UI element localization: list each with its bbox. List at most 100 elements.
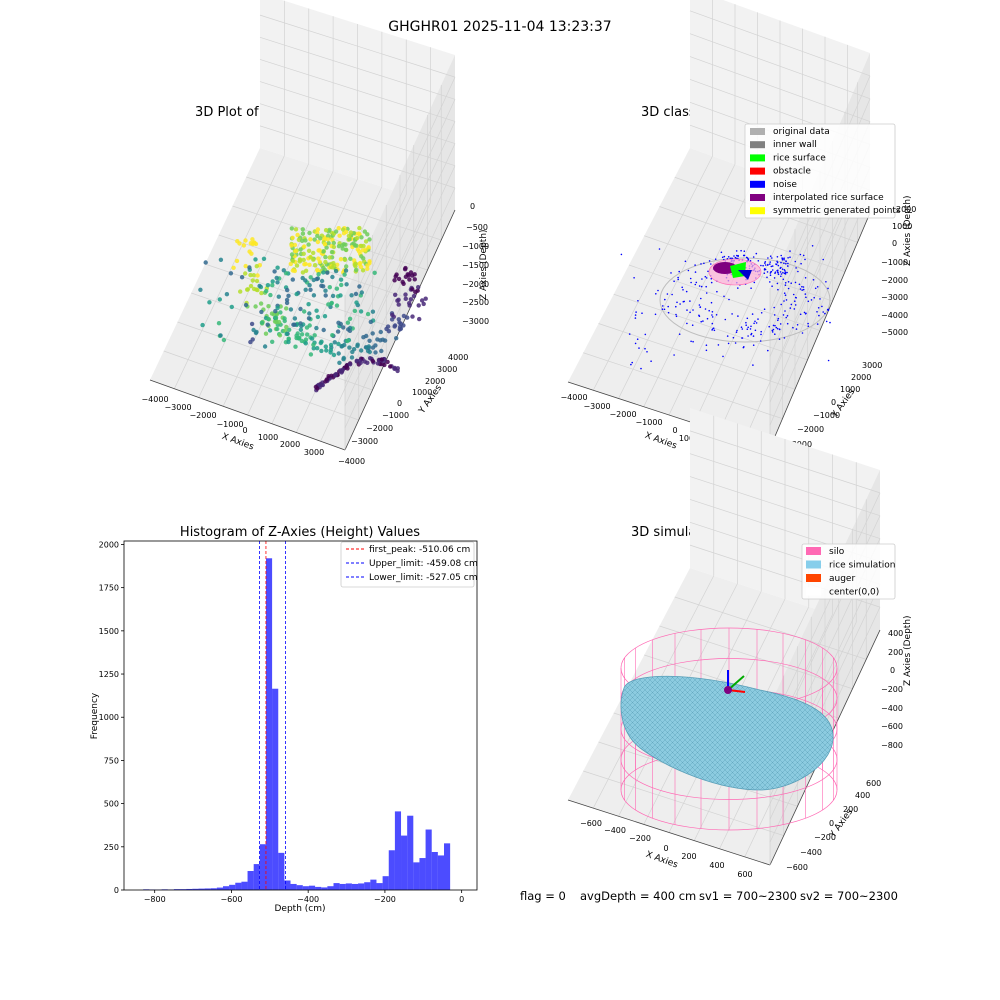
noise-point: [816, 311, 818, 313]
scatter-point: [303, 238, 308, 243]
scatter-point: [327, 255, 332, 260]
noise-point: [768, 325, 770, 328]
panel-1-3d-axes-box: [149, 0, 456, 451]
scatter-point: [293, 344, 298, 349]
scatter-point: [287, 327, 292, 332]
scatter-point: [306, 248, 312, 253]
scatter-point: [292, 242, 298, 248]
scatter-point: [243, 238, 248, 243]
scatter-point: [370, 309, 376, 314]
svg-text:−1000: −1000: [216, 420, 243, 429]
scatter-point: [396, 297, 401, 302]
scatter-point: [250, 337, 255, 342]
scatter-point: [372, 270, 377, 275]
scatter-point: [299, 332, 305, 337]
noise-point: [635, 311, 637, 313]
scatter-point: [394, 272, 399, 277]
scatter-point: [264, 288, 269, 294]
noise-point: [817, 307, 820, 309]
noise-point: [740, 249, 742, 252]
noise-point: [667, 311, 670, 314]
scatter-point: [396, 302, 401, 307]
scatter-point: [328, 342, 334, 348]
scatter-point: [403, 265, 408, 271]
scatter-point: [293, 227, 299, 232]
noise-point: [700, 320, 702, 323]
noise-point: [801, 332, 804, 334]
noise-point: [804, 277, 807, 279]
noise-point: [673, 280, 675, 283]
noise-point: [760, 330, 762, 333]
histogram-bar: [321, 887, 328, 890]
svg-text:−600: −600: [580, 819, 602, 828]
panel-1-y-tick-labels: −4000 −3000 −2000 −1000 0 1000 2000 3000…: [338, 353, 468, 466]
svg-text:4000: 4000: [448, 353, 468, 362]
noise-point: [794, 281, 797, 284]
scatter-point: [315, 233, 320, 239]
noise-point: [644, 333, 647, 336]
scatter-point: [311, 342, 316, 347]
noise-point: [747, 335, 749, 337]
scatter-point: [395, 368, 400, 374]
svg-text:200: 200: [888, 648, 903, 657]
svg-text:1000: 1000: [412, 388, 432, 397]
svg-text:−4000: −4000: [338, 457, 365, 466]
scatter-point: [295, 232, 300, 238]
svg-text:−2000: −2000: [609, 410, 636, 419]
scatter-point: [293, 249, 298, 254]
scatter-point: [401, 313, 407, 319]
scatter-point: [413, 289, 418, 295]
noise-point: [692, 340, 694, 343]
scatter-point: [249, 321, 255, 327]
scatter-point: [421, 301, 426, 307]
interpolated-rice-surface-mark: [713, 262, 737, 274]
legend-label: first_peak: -510.06 cm: [369, 545, 470, 555]
scatter-point: [255, 273, 260, 278]
noise-point: [766, 271, 769, 273]
noise-point: [771, 285, 773, 288]
noise-point: [790, 282, 792, 285]
noise-point: [698, 285, 701, 287]
scatter-point: [382, 362, 387, 368]
scatter-point: [393, 292, 398, 297]
noise-point: [700, 297, 702, 300]
scatter-point: [239, 275, 245, 280]
scatter-point: [243, 263, 248, 269]
noise-point: [706, 317, 709, 320]
noise-point: [727, 342, 730, 345]
histogram-bar: [345, 883, 352, 890]
noise-point: [760, 312, 763, 314]
noise-point: [769, 281, 771, 283]
scatter-point: [294, 291, 299, 297]
noise-point: [751, 313, 754, 315]
noise-point: [711, 311, 714, 313]
scatter-point: [407, 277, 412, 282]
scatter-point: [397, 320, 402, 325]
scatter-point: [270, 283, 275, 288]
noise-point: [769, 274, 772, 277]
scatter-point: [306, 242, 311, 247]
scatter-point: [365, 263, 370, 268]
legend-swatch: [750, 154, 765, 162]
noise-point: [689, 277, 692, 280]
noise-point: [736, 329, 738, 332]
svg-text:−1000: −1000: [881, 258, 908, 267]
noise-point: [698, 304, 701, 306]
scatter-point: [309, 336, 315, 341]
noise-point: [780, 275, 782, 278]
y-tick-label: 0: [114, 886, 119, 895]
noise-point: [783, 300, 785, 302]
noise-point: [710, 281, 713, 284]
svg-text:−1000: −1000: [635, 418, 662, 427]
noise-point: [634, 342, 637, 345]
noise-point: [827, 308, 830, 311]
noise-point: [690, 281, 692, 284]
svg-text:−4000: −4000: [560, 393, 587, 402]
scatter-point: [235, 239, 240, 244]
histogram-bar: [376, 883, 383, 890]
scatter-point: [319, 348, 324, 354]
scatter-point: [298, 247, 303, 252]
noise-point: [732, 336, 735, 339]
noise-point: [728, 298, 730, 301]
noise-point: [772, 324, 775, 327]
